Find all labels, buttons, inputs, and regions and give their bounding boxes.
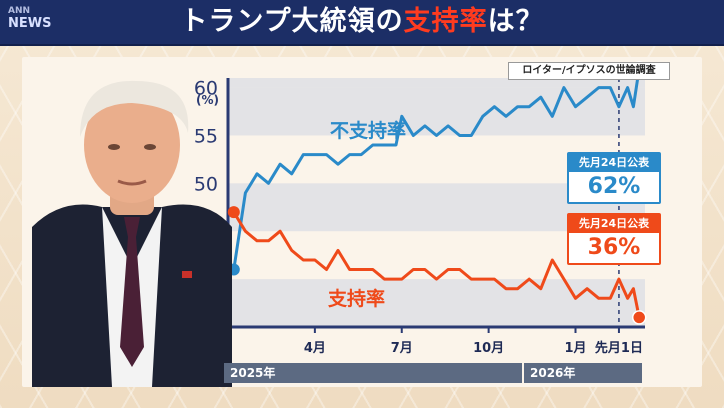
y-tick-label: 60 <box>194 78 218 100</box>
flag-pin <box>182 271 192 278</box>
approval-callout: 先月24日公表 36% <box>567 213 661 265</box>
series-end-point <box>631 310 647 325</box>
page-title: トランプ大統領の支持率は？ <box>0 0 724 44</box>
title-banner: ANN NEWS トランプ大統領の支持率は？ <box>0 0 724 44</box>
x-tick-label: 先月1日 <box>595 340 643 356</box>
series-label: 支持率 <box>327 287 385 310</box>
x-tick-label: 7月 <box>391 341 413 356</box>
disapproval-callout: 先月24日公表 62% <box>567 152 661 204</box>
x-tick-label: 10月 <box>473 341 504 356</box>
x-tick-labels: 4月 7月 10月 1月 先月1日 <box>304 327 643 356</box>
approval-callout-caption: 先月24日公表 <box>569 215 659 233</box>
grid-band <box>228 78 645 88</box>
y-tick-label: 55 <box>194 125 218 147</box>
x-tick-label: 4月 <box>304 341 326 356</box>
logo-bottom-text: NEWS <box>8 16 52 31</box>
year-2026-bar: 2026年 <box>524 363 642 383</box>
mouth-shape <box>117 179 147 186</box>
approval-callout-value: 36% <box>587 235 641 260</box>
series-label: 不支持率 <box>330 119 406 142</box>
source-label: ロイター/イプソスの世論調査 <box>508 62 670 80</box>
disapproval-callout-value: 62% <box>587 174 641 199</box>
y-axis-unit-label: (%) <box>196 93 219 107</box>
eye-left <box>108 144 120 150</box>
eye-right <box>144 144 156 150</box>
year-2025-bar: 2025年 <box>224 363 522 383</box>
hair-shape <box>80 80 189 137</box>
grid-band <box>228 279 645 327</box>
y-tick-label: 50 <box>194 173 218 195</box>
channel-logo: ANN NEWS <box>8 6 56 36</box>
series-start-point <box>227 206 240 219</box>
grid-band <box>228 87 645 136</box>
face-shape <box>84 87 180 203</box>
title-part1: トランプ大統領の <box>180 6 404 37</box>
disapproval-callout-caption: 先月24日公表 <box>569 154 659 172</box>
series-line <box>232 68 641 270</box>
grid-bands <box>228 78 645 327</box>
president-photo <box>32 80 232 387</box>
title-accent: 支持率 <box>403 6 488 37</box>
title-part2: は？ <box>487 6 544 37</box>
tie-shape <box>120 217 144 367</box>
x-tick-label: 1月 <box>564 341 586 356</box>
series-line <box>232 211 641 318</box>
logo-top-text: ANN <box>8 6 31 16</box>
